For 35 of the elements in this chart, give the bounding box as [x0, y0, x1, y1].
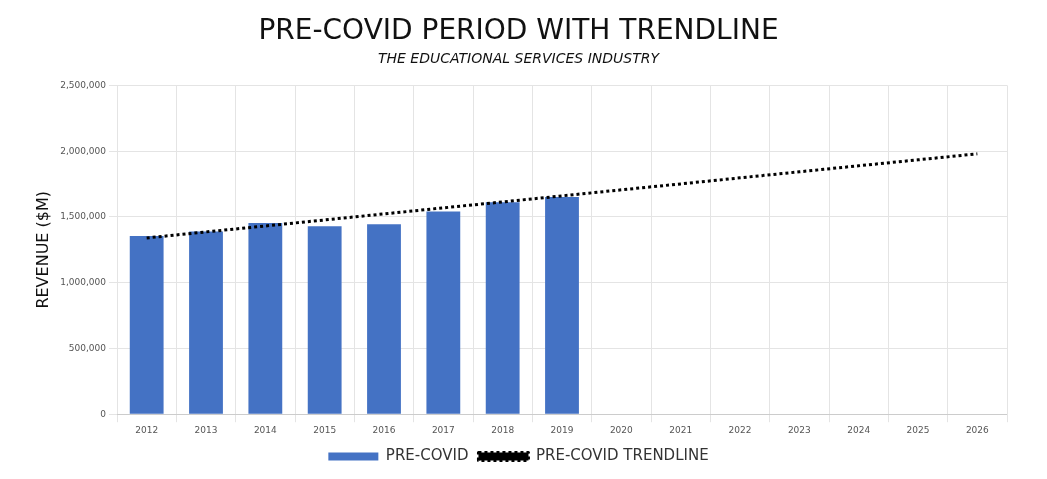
x-tick-label: 2014: [253, 424, 278, 435]
x-tick-label: 2013: [194, 424, 218, 435]
y-tick-label: 1,000,000: [60, 277, 107, 288]
x-tick-label: 2019: [550, 424, 574, 435]
bar: [367, 224, 401, 414]
bar: [129, 235, 164, 414]
chart-title: PRE-COVID PERIOD WITH TRENDLINE: [258, 13, 779, 47]
bar: [485, 202, 520, 414]
y-tick-label: 0: [100, 408, 107, 419]
x-tick-label: 2025: [906, 424, 930, 435]
y-tick-label: 2,000,000: [60, 145, 107, 156]
legend-label: PRE-COVID TRENDLINE: [535, 446, 709, 465]
bar: [426, 211, 461, 414]
x-tick-label: 2016: [372, 424, 396, 435]
y-tick-label: 1,500,000: [60, 211, 107, 222]
y-tick-label: 2,500,000: [60, 79, 107, 90]
x-tick-label: 2024: [847, 424, 871, 435]
bar: [545, 197, 579, 414]
x-tick-label: 2020: [609, 424, 634, 435]
x-tick-label: 2026: [965, 424, 990, 435]
x-tick-label: 2018: [491, 424, 515, 435]
x-tick-label: 2017: [431, 424, 455, 435]
y-tick-label: 500,000: [68, 342, 107, 353]
y-axis-title: REVENUE ($M): [32, 190, 52, 309]
bar: [248, 223, 283, 414]
chart-subtitle: THE EDUCATIONAL SERVICES INDUSTRY: [377, 49, 661, 66]
bar: [307, 226, 342, 414]
x-tick-label: 2012: [135, 424, 159, 435]
line-series: [145, 152, 979, 240]
x-tick-label: 2023: [787, 424, 811, 435]
x-tick-label: 2022: [728, 424, 752, 435]
legend-label: PRE-COVID: [385, 446, 469, 465]
x-tick-label: 2021: [669, 424, 693, 435]
x-tick-label: 2015: [313, 424, 337, 435]
bar: [189, 231, 223, 414]
